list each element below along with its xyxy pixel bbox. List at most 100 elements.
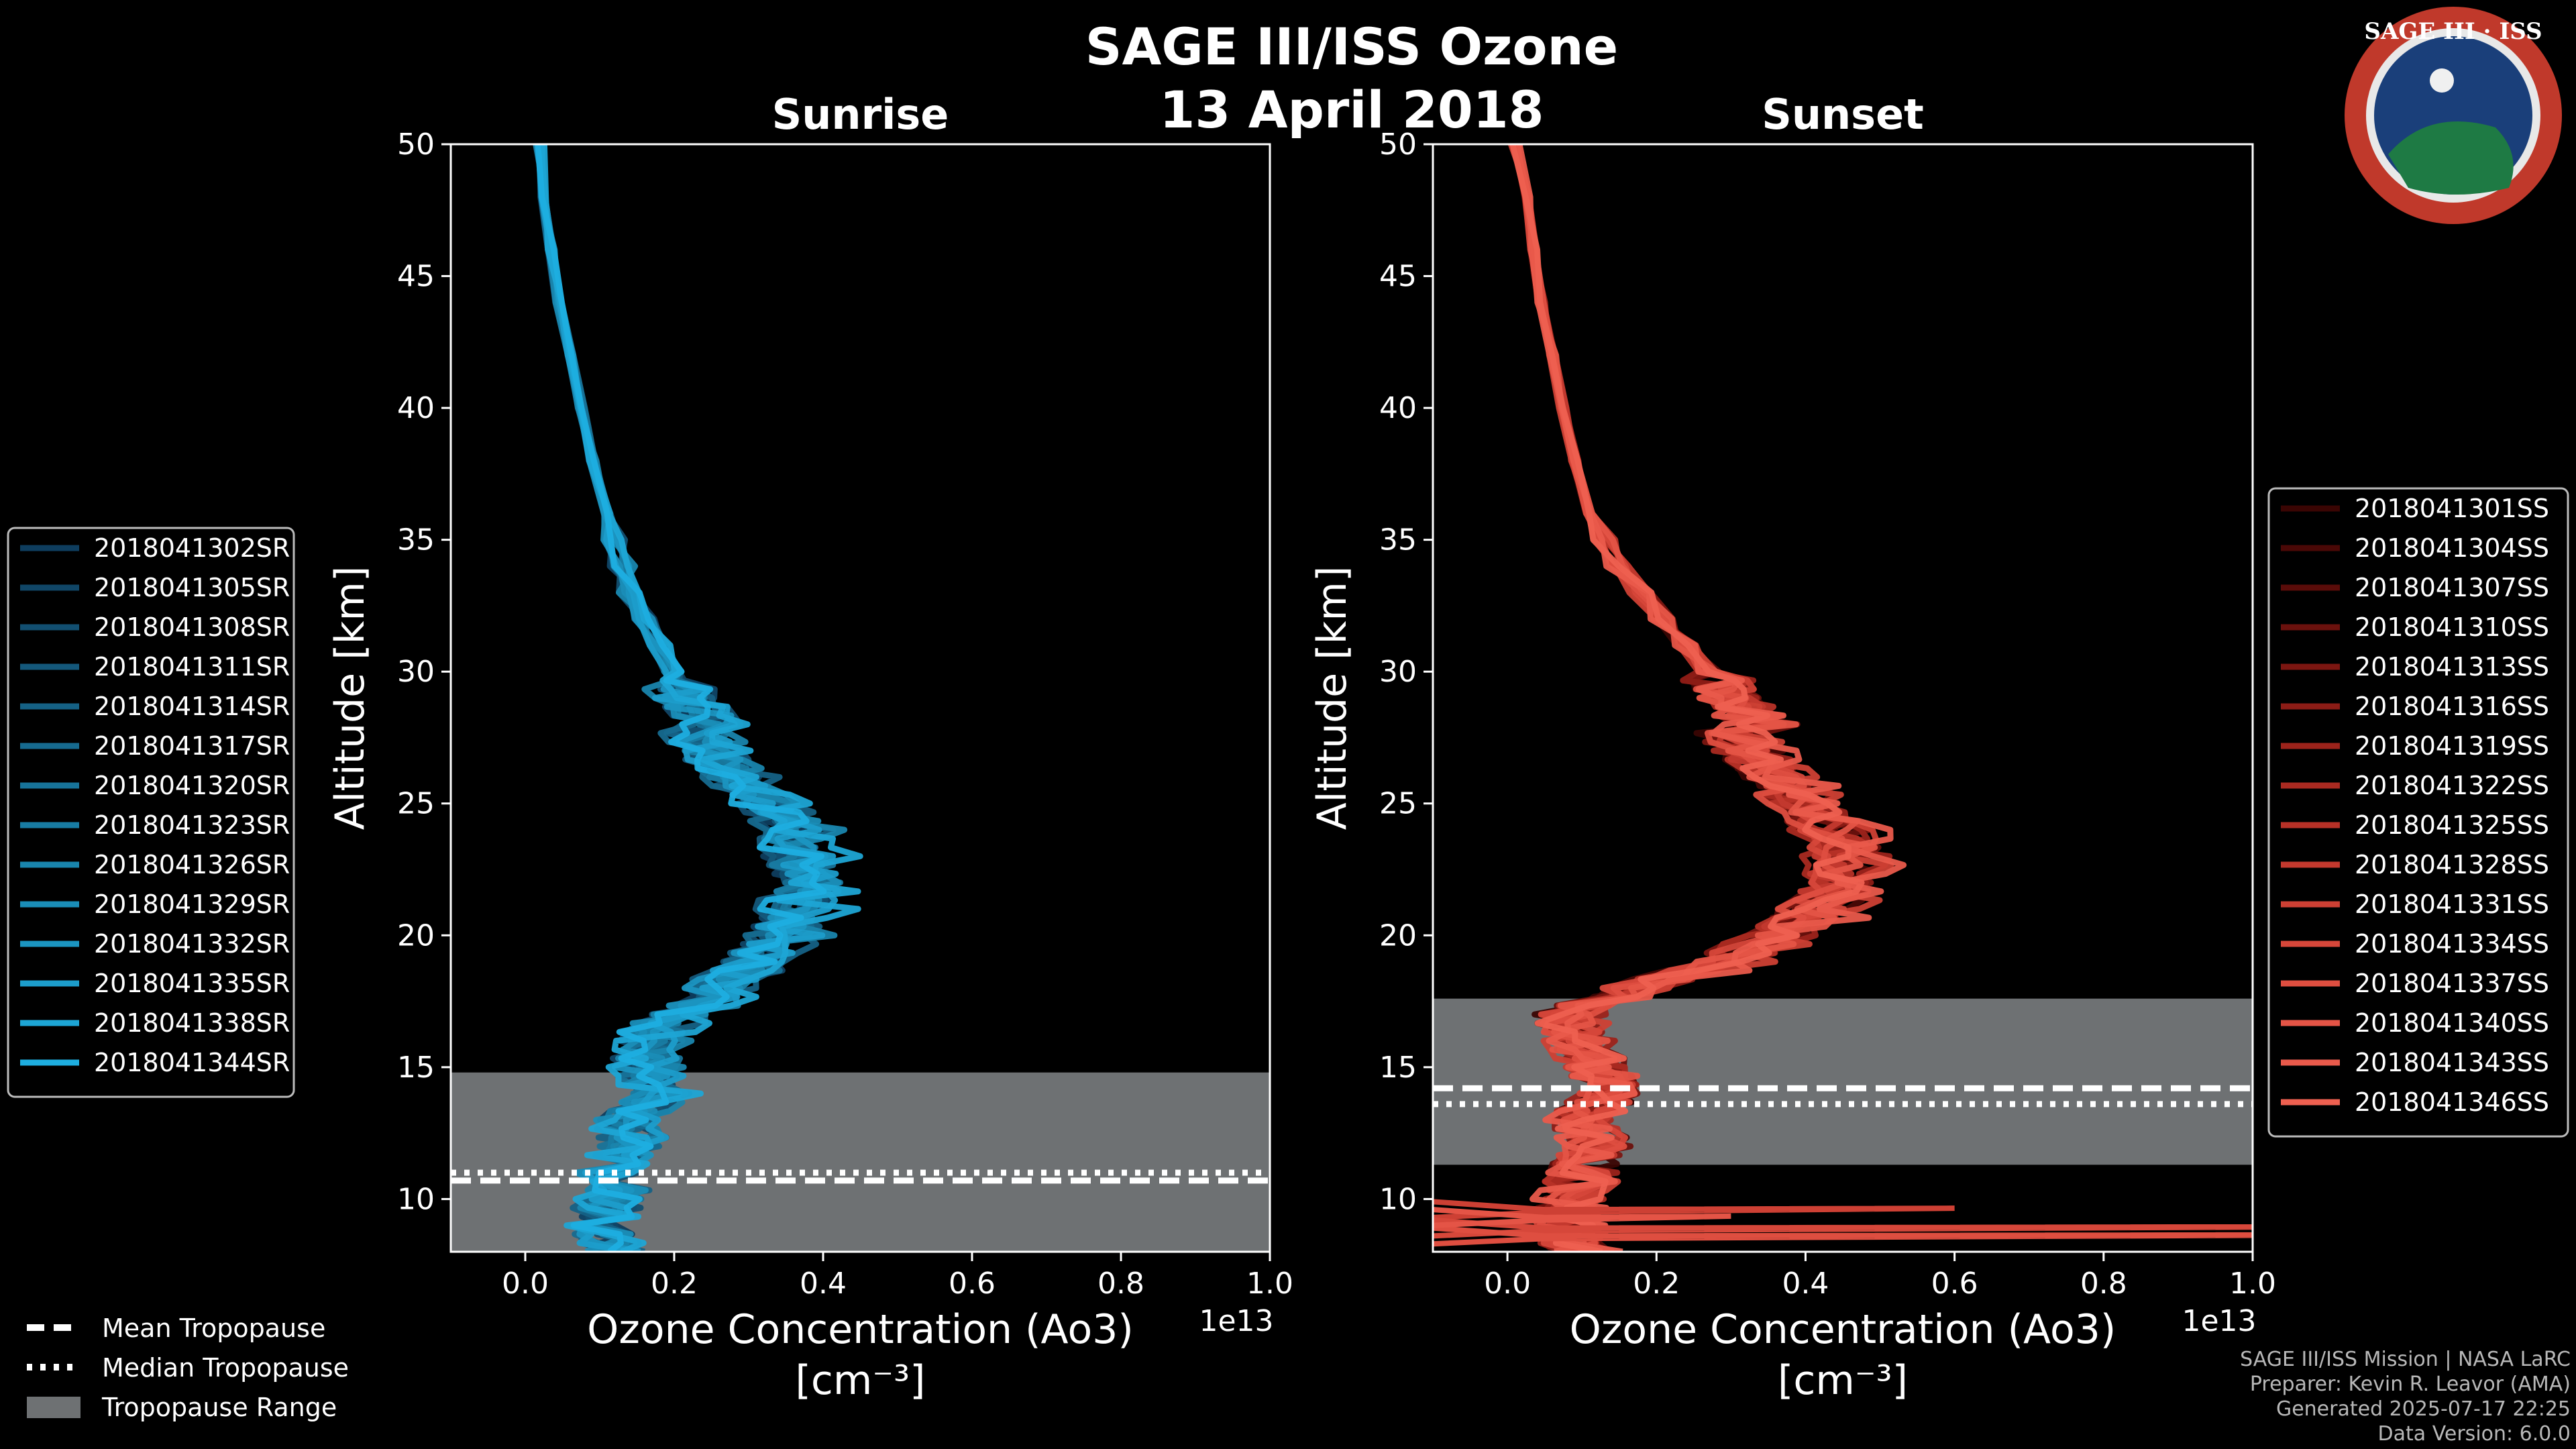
plot-area xyxy=(1433,144,2253,1252)
sunset-panel: 0.0 0.2 0.4 0.6 0.8 1.0 10 15 20 25 30 35 40 45 50 1e13… xyxy=(1309,90,2276,1404)
mean-tropopause-label: Mean Tropopause xyxy=(102,1313,325,1343)
legend-label-2018041346SS: 2018041346SS xyxy=(2355,1087,2549,1117)
plot-frame xyxy=(449,143,1271,1253)
profile-line-2018041344SR xyxy=(535,144,827,1252)
legend-label-2018041322SS: 2018041322SS xyxy=(2355,771,2549,800)
x-tick-label: 0.4 xyxy=(800,1267,847,1301)
y-tick-label: 30 xyxy=(397,655,435,689)
panel-title: Sunset xyxy=(1762,90,1924,139)
legend-label-2018041317SR: 2018041317SR xyxy=(94,731,290,761)
x-axis-label: Ozone Concentration (Ao3) xyxy=(1570,1306,2116,1353)
y-tick-label: 50 xyxy=(397,127,435,162)
sunset-legend: 2018041301SS 2018041304SS 2018041307SS 2018… xyxy=(2267,487,2569,1138)
x-tick-label: 0.8 xyxy=(2080,1267,2127,1301)
y-tick-label: 40 xyxy=(1379,391,1417,425)
low-altitude-spike xyxy=(1433,1225,2253,1247)
figure-title-line1: SAGE III/ISS Ozone xyxy=(1085,17,1618,76)
x-offset-label: 1e13 xyxy=(1199,1304,1273,1338)
low-altitude-spike xyxy=(1433,1207,1731,1228)
legend-label-2018041313SS: 2018041313SS xyxy=(2355,652,2549,682)
legend-label-2018041331SS: 2018041331SS xyxy=(2355,890,2549,919)
plot-area xyxy=(451,144,1270,1252)
x-tick-label: 0.8 xyxy=(1097,1267,1144,1301)
legend-label-2018041329SR: 2018041329SR xyxy=(94,890,290,919)
y-tick-label: 20 xyxy=(397,918,435,953)
y-tick-label: 35 xyxy=(397,523,435,557)
figure-title-line2: 13 April 2018 xyxy=(1159,80,1544,140)
legend-label-2018041305SR: 2018041305SR xyxy=(94,573,290,602)
legend-label-2018041344SR: 2018041344SR xyxy=(94,1048,290,1077)
x-axis-unit-label: [cm⁻³] xyxy=(1778,1357,1908,1404)
legend-label-2018041302SR: 2018041302SR xyxy=(94,533,290,563)
legend-label-2018041340SS: 2018041340SS xyxy=(2355,1008,2549,1038)
median-tropopause-label: Median Tropopause xyxy=(102,1353,349,1383)
legend-label-2018041332SR: 2018041332SR xyxy=(94,929,290,959)
logo-moon xyxy=(2430,68,2454,93)
legend-label-2018041320SR: 2018041320SR xyxy=(94,771,290,800)
legend-label-2018041343SS: 2018041343SS xyxy=(2355,1048,2549,1077)
legend-label-2018041323SR: 2018041323SR xyxy=(94,810,290,840)
legend-label-2018041310SS: 2018041310SS xyxy=(2355,612,2549,642)
sage-iii-iss-logo: SAGE III · ISS xyxy=(2345,7,2562,224)
x-axis-unit-label: [cm⁻³] xyxy=(796,1357,926,1404)
y-tick-label: 50 xyxy=(1379,127,1417,162)
legend-label-2018041304SS: 2018041304SS xyxy=(2355,533,2549,563)
x-tick-label: 1.0 xyxy=(1246,1267,1293,1301)
sunrise-panel: 0.0 0.2 0.4 0.6 0.8 1.0 10 15 20 25 30 35 40 45 50 1e13… xyxy=(327,90,1293,1404)
legend-box xyxy=(7,527,295,1098)
legend-label-2018041337SS: 2018041337SS xyxy=(2355,969,2549,998)
sunrise-legend: 2018041302SR 2018041305SR 2018041308SR 2018… xyxy=(7,527,295,1098)
y-tick-label: 10 xyxy=(1379,1182,1417,1216)
logo-earth-shape xyxy=(2388,121,2514,195)
logo-title: SAGE III · ISS xyxy=(2364,18,2542,45)
panel-title: Sunrise xyxy=(772,90,949,139)
y-tick-label: 10 xyxy=(397,1182,435,1216)
profile-line-2018041343SS xyxy=(1516,144,1907,1252)
y-tick-label: 15 xyxy=(397,1051,435,1085)
profile-line-2018041346SS xyxy=(1509,144,1865,1252)
y-tick-label: 40 xyxy=(397,391,435,425)
legend-box xyxy=(2267,487,2569,1138)
x-tick-label: 0.0 xyxy=(1484,1267,1531,1301)
x-tick-label: 1.0 xyxy=(2229,1267,2276,1301)
x-tick-label: 0.2 xyxy=(1633,1267,1680,1301)
footer-generated: Generated 2025-07-17 22:25 xyxy=(2276,1397,2571,1421)
legend-label-2018041325SS: 2018041325SS xyxy=(2355,810,2549,840)
legend-label-2018041301SS: 2018041301SS xyxy=(2355,494,2549,523)
legend-label-2018041335SR: 2018041335SR xyxy=(94,969,290,998)
legend-label-2018041314SR: 2018041314SR xyxy=(94,692,290,721)
tropopause-range-label: Tropopause Range xyxy=(101,1393,337,1422)
y-tick-label: 15 xyxy=(1379,1051,1417,1085)
legend-label-2018041311SR: 2018041311SR xyxy=(94,652,290,682)
x-offset-label: 1e13 xyxy=(2182,1304,2256,1338)
legend-label-2018041319SS: 2018041319SS xyxy=(2355,731,2549,761)
x-tick-label: 0.0 xyxy=(502,1267,549,1301)
y-tick-label: 35 xyxy=(1379,523,1417,557)
x-axis-label: Ozone Concentration (Ao3) xyxy=(587,1306,1134,1353)
y-tick-label: 20 xyxy=(1379,918,1417,953)
y-tick-label: 30 xyxy=(1379,655,1417,689)
legend-label-2018041316SS: 2018041316SS xyxy=(2355,692,2549,721)
plot-frame xyxy=(1432,143,2254,1253)
legend-label-2018041338SR: 2018041338SR xyxy=(94,1008,290,1038)
tropopause-range-swatch xyxy=(27,1397,80,1418)
legend-label-2018041328SS: 2018041328SS xyxy=(2355,850,2549,879)
x-tick-label: 0.2 xyxy=(651,1267,698,1301)
y-axis-label: Altitude [km] xyxy=(1309,566,1356,830)
legend-label-2018041326SR: 2018041326SR xyxy=(94,850,290,879)
footer-mission: SAGE III/ISS Mission | NASA LaRC xyxy=(2240,1348,2571,1371)
footer-credits: SAGE III/ISS Mission | NASA LaRC Prepare… xyxy=(2240,1348,2571,1446)
x-tick-label: 0.4 xyxy=(1782,1267,1829,1301)
legend-label-2018041334SS: 2018041334SS xyxy=(2355,929,2549,959)
legend-label-2018041307SS: 2018041307SS xyxy=(2355,573,2549,602)
y-axis-label: Altitude [km] xyxy=(327,566,374,830)
footer-data-version: Data Version: 6.0.0 xyxy=(2378,1422,2571,1446)
y-tick-label: 45 xyxy=(397,260,435,294)
profile-line-2018041338SR xyxy=(541,144,863,1252)
x-tick-label: 0.6 xyxy=(949,1267,996,1301)
legend-label-2018041308SR: 2018041308SR xyxy=(94,612,290,642)
tropopause-legend: Mean Tropopause Median Tropopause Tropop… xyxy=(27,1313,349,1422)
footer-preparer: Preparer: Kevin R. Leavor (AMA) xyxy=(2250,1373,2571,1396)
y-tick-label: 25 xyxy=(397,787,435,821)
